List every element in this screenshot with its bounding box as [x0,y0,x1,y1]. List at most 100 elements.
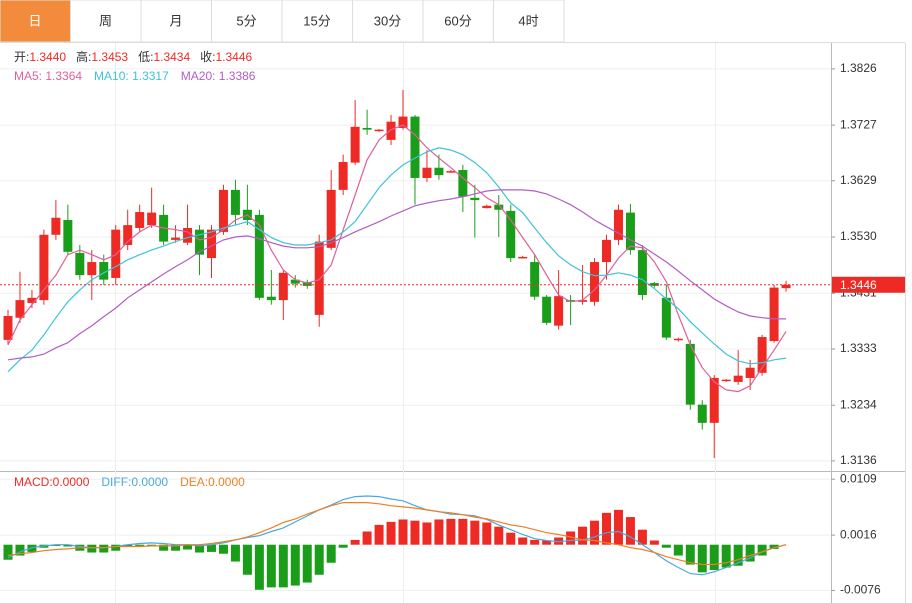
macd-bar [673,544,683,556]
candle-body [697,404,707,423]
y-tick-label: 0.0109 [840,471,877,485]
candle-body [781,284,791,289]
ohlc-header: 开:1.3440 高:1.3453 低:1.3434 收:1.3446 [14,49,253,64]
candle-body [673,338,683,341]
macd-bar [111,544,121,551]
last-price-label: 1.3446 [840,278,877,292]
macd-bar [697,544,707,573]
legend-entry: MA20: 1.3386 [181,69,256,83]
macd-bar [566,531,576,545]
macd-bar [218,544,228,554]
macd-bar [51,544,61,546]
candle-body [530,262,540,297]
ohlc-value: 1.3440 [29,50,66,64]
macd-bar [386,521,396,545]
macd-bar [745,544,755,562]
candle-body [410,116,420,178]
candle-body [602,239,611,263]
candle-body [230,189,240,215]
y-tick-label: 0.0016 [840,527,877,541]
tab-label: 30分 [374,13,401,28]
legend-entry: MACD:0.0000 [14,475,90,489]
macd-bar [123,544,133,547]
candle-body [362,127,372,130]
macd-bar [302,544,312,583]
last-price-box [832,276,905,293]
candle-body [769,287,779,342]
ohlc-value: 1.3434 [153,50,190,64]
tab[interactable]: 月 [140,0,212,43]
macd-bar [685,544,695,565]
ohlc-value: 1.3453 [91,50,128,64]
indicator-line [7,495,787,576]
candle-body [733,375,743,382]
candle-body [386,121,396,140]
candle-body [494,204,504,210]
candle-body [350,126,360,163]
macd-bar [266,544,276,588]
tab[interactable]: 日 [0,0,71,43]
candle-body [506,210,516,259]
tab-label: 日 [28,13,41,28]
tab[interactable]: 5分 [211,0,283,43]
candle-body [578,300,588,302]
ohlc-label: 高: [76,49,91,64]
tab-bg [352,0,424,43]
candle-body [542,296,552,323]
macd-bar [757,544,767,556]
tab[interactable]: 15分 [281,0,353,43]
candle-body [51,217,61,235]
macd-legend: MACD:0.0000 DIFF:0.0000 DEA:0.0000 [14,475,245,489]
macd-bar [434,519,444,545]
macd-bar [422,522,432,545]
macd-bar [254,544,264,590]
candle-body [123,225,133,245]
tab-label: 5分 [236,13,256,28]
tab-label: 15分 [303,13,330,28]
macd-bar [374,524,384,545]
candle-body [590,262,600,302]
candle-body [482,205,492,209]
ohlc-value: 1.3446 [215,50,252,64]
candle-body [745,367,755,378]
candle-body [625,212,635,251]
tab-bg [281,0,353,43]
macd-bar [87,544,97,553]
y-tick-label: 1.3629 [840,173,877,187]
tab[interactable]: 周 [70,0,142,43]
candle-body [15,300,25,318]
y-tick-label: 1.3826 [840,61,877,75]
tab[interactable]: 60分 [422,0,494,43]
candle-body [338,162,348,190]
candle-body [518,256,528,259]
macd-bar [242,544,252,575]
macd-bar [135,544,145,546]
tab[interactable]: 30分 [352,0,424,43]
macd-bar [338,544,348,548]
candle-body [87,262,97,276]
indicator-line [7,124,787,393]
macd-bar [578,526,588,545]
ohlc-label: 开: [14,50,29,64]
macd-bar [721,544,731,568]
macd-bar [183,544,193,550]
macd-bar [518,537,528,545]
candle-body [302,281,312,286]
macd-bar [159,544,169,551]
y-tick-label: 1.3727 [840,117,877,131]
candle-body [446,171,456,173]
tab[interactable]: 4时 [493,0,565,43]
macd-bar [769,544,779,549]
candle-body [685,343,695,405]
candle-body [183,227,193,243]
macd-bar [542,540,552,545]
candle-body [649,283,659,286]
y-tick-label: 1.3234 [840,397,877,411]
candle-body [721,379,731,382]
macd-bar [470,520,480,545]
macd-bar [63,544,73,547]
candle-body [314,241,324,315]
ohlc-label: 低: [138,50,153,64]
tab-bg [0,0,71,43]
